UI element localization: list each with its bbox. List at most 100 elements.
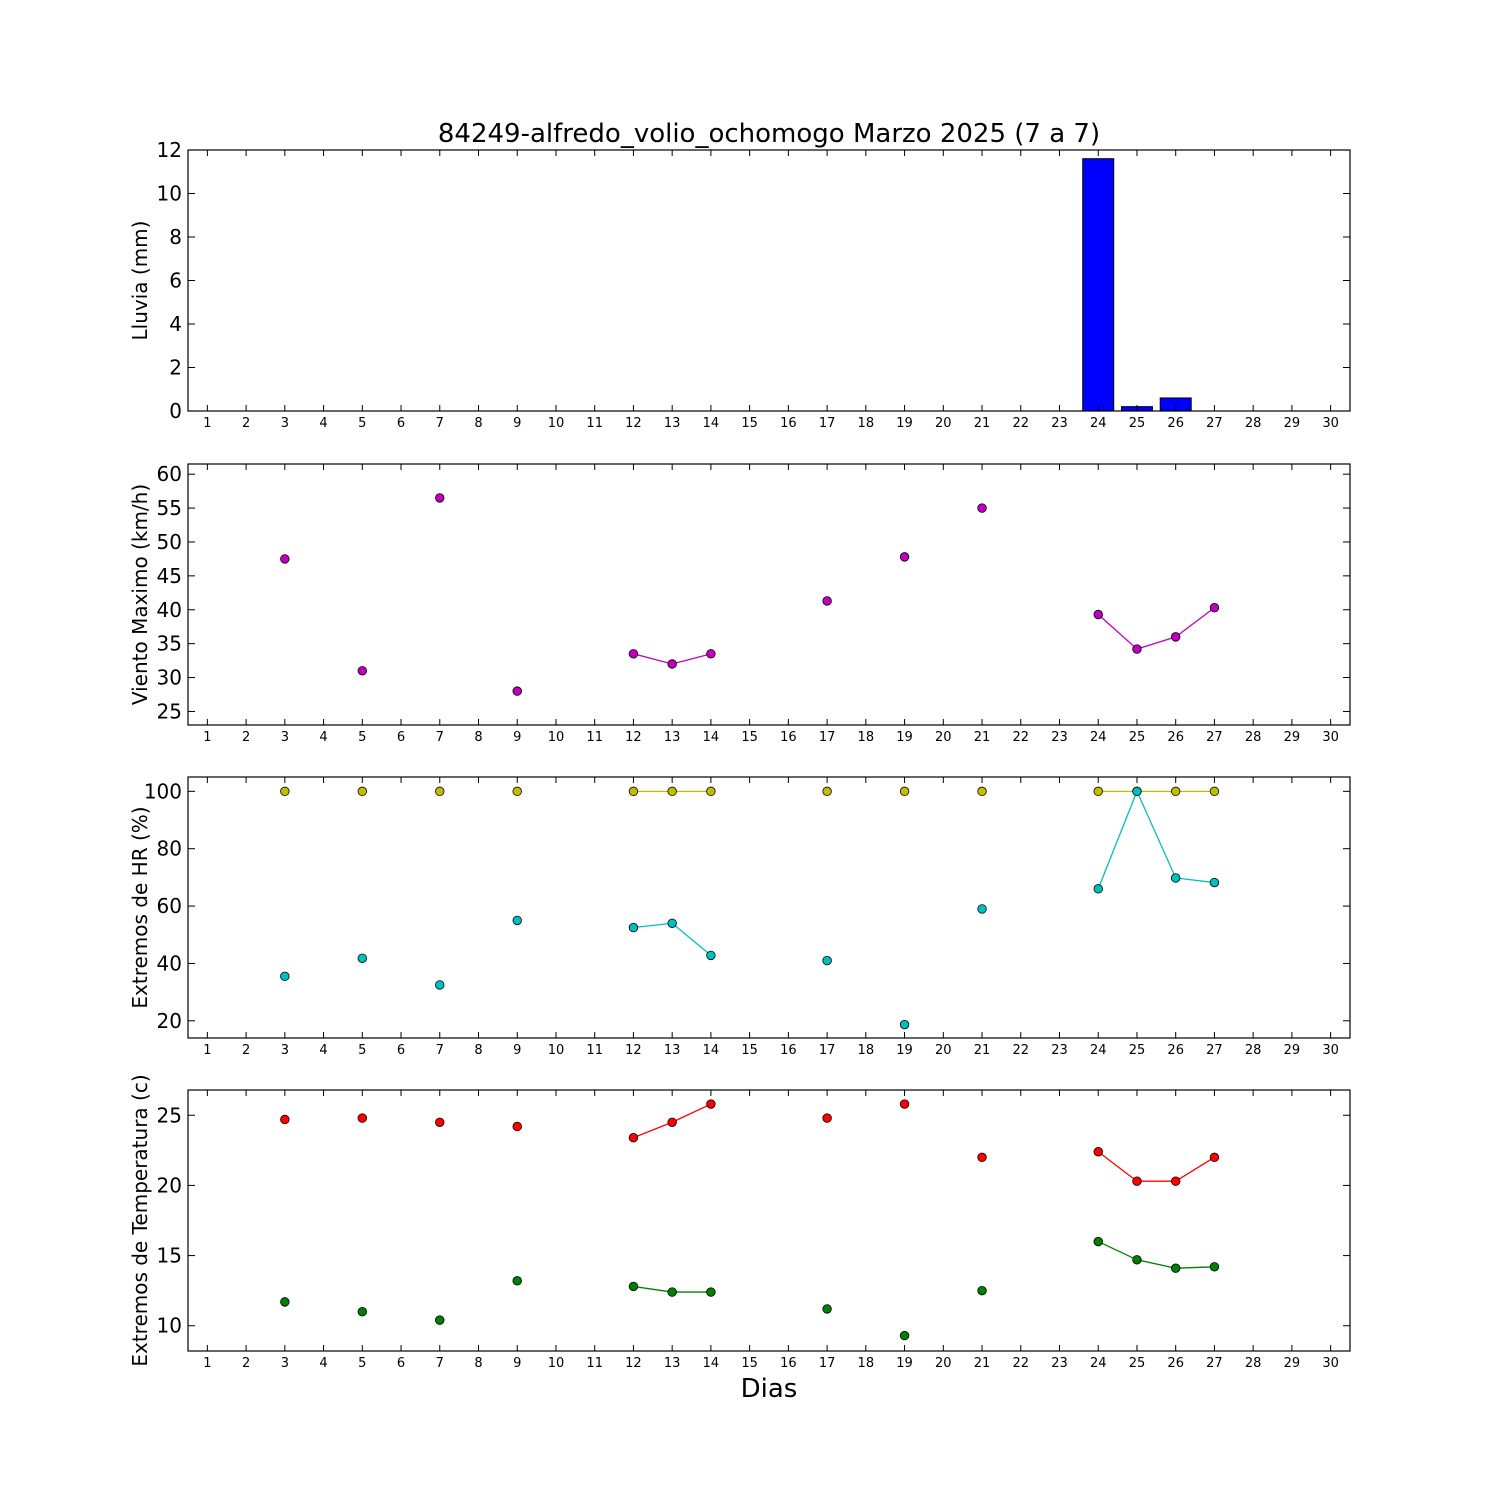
- panel-3-ytick-label-60: 60: [157, 894, 182, 918]
- panel-3-xtick-label-5: 5: [358, 1043, 366, 1058]
- panel-2-ytick-label-25: 25: [157, 699, 182, 723]
- panel-2-series-1-point-day-27: [1209, 603, 1220, 613]
- panel-2-xtick-label-10: 10: [548, 730, 565, 745]
- panel-4-xtick-label-14: 14: [703, 1356, 720, 1371]
- panel-3-ytick-label-100: 100: [144, 779, 182, 803]
- panel-4-series-2-point-day-24: [1093, 1236, 1103, 1247]
- panel-2-xtick-label-8: 8: [474, 730, 482, 745]
- panel-1-xtick-label-5: 5: [358, 416, 366, 431]
- panel-1-xtick-label-2: 2: [242, 416, 250, 431]
- panel-4-xtick-label-5: 5: [358, 1356, 366, 1371]
- panel-4-series-1-point-day-17: [822, 1113, 832, 1123]
- panel-4-series-2-point-day-19: [899, 1330, 910, 1341]
- panel-4-xtick-label-8: 8: [474, 1356, 482, 1371]
- panel-1-ytick-label-10: 10: [157, 182, 182, 206]
- panel-3-xtick-label-10: 10: [548, 1043, 565, 1058]
- panel-1-xtick-label-16: 16: [780, 416, 797, 431]
- panel-4-series-2: [280, 1236, 1220, 1341]
- panel-3-xtick-label-6: 6: [397, 1043, 405, 1058]
- panel-2-xtick-label-30: 30: [1322, 730, 1339, 745]
- panel-4-frame: [187, 1089, 1351, 1352]
- panel-4-xtick-label-29: 29: [1284, 1356, 1301, 1371]
- panel-1-xtick-label-19: 19: [896, 416, 913, 431]
- panel-4-xtick-label-10: 10: [548, 1356, 565, 1371]
- panel-2-series-1-point-day-13: [667, 659, 677, 669]
- panel-3-xtick-label-22: 22: [1012, 1043, 1029, 1058]
- panel-1-xtick-label-14: 14: [703, 416, 720, 431]
- panel-3-frame: [187, 776, 1351, 1039]
- panel-2-xtick-label-9: 9: [513, 730, 521, 745]
- panel-2-series-1-point-day-24: [1093, 609, 1103, 620]
- panel-4-xtick-label-15: 15: [741, 1356, 758, 1371]
- panel-3-xtick-label-21: 21: [974, 1043, 991, 1058]
- panel-4-series-1: [280, 1099, 1220, 1186]
- panel-2-series-1-point-day-3: [280, 554, 290, 564]
- panel-3-xtick-label-11: 11: [586, 1043, 603, 1058]
- panel-3-xtick-label-23: 23: [1051, 1043, 1068, 1058]
- panel-4-xtick-label-11: 11: [586, 1356, 603, 1371]
- panel-3-xtick-label-3: 3: [281, 1043, 289, 1058]
- panel-2-xtick-label-23: 23: [1051, 730, 1068, 745]
- panel-4-series-2-point-day-12: [628, 1281, 639, 1292]
- panel-3-xtick-label-20: 20: [935, 1043, 952, 1058]
- panel-4-series-1-point-day-13: [667, 1117, 677, 1127]
- panel-4-series-2-point-day-26: [1170, 1263, 1181, 1273]
- panel-4-series-2-point-day-5: [357, 1307, 368, 1317]
- panel-4-series-2-point-day-7: [435, 1315, 445, 1325]
- panel-3-series-1-point-day-27: [1209, 786, 1220, 797]
- panel-1-xtick-label-30: 30: [1322, 416, 1339, 431]
- panel-2-xtick-label-27: 27: [1206, 730, 1223, 745]
- panel-3-ytick-label-40: 40: [157, 951, 182, 975]
- panel-3-series-1-point-day-26: [1170, 786, 1181, 797]
- panel-3-xtick-label-30: 30: [1322, 1043, 1339, 1058]
- panel-3-series-1-point-day-21: [977, 786, 987, 797]
- panel-4-series-2-point-day-21: [977, 1285, 987, 1296]
- panel-4-series-2-point-day-14: [706, 1287, 716, 1297]
- panel-3-series-2-line-segment: [1097, 789, 1215, 890]
- panel-4-series-2-line-segment: [1097, 1240, 1215, 1269]
- panel-2-ytick-label-60: 60: [157, 462, 182, 486]
- panel-2-series-1-point-day-12: [628, 649, 639, 659]
- panel-3-series-1-point-day-13: [667, 786, 677, 797]
- panel-1-xtick-label-23: 23: [1051, 416, 1068, 431]
- panel-4-xtick-label-18: 18: [858, 1356, 875, 1371]
- panel-3-series-2-point-day-13: [667, 918, 677, 928]
- panel-2-series-1-point-day-7: [435, 493, 445, 503]
- panel-4-xtick-label-22: 22: [1012, 1356, 1029, 1371]
- panel-4-series-1-point-day-12: [628, 1133, 639, 1143]
- panel-1-xtick-label-28: 28: [1245, 416, 1262, 431]
- panel-4-xtick-label-19: 19: [896, 1356, 913, 1371]
- panel-2-xtick-label-26: 26: [1167, 730, 1184, 745]
- panel-4-xtick-label-9: 9: [513, 1356, 521, 1371]
- panel-3-series-2-point-day-21: [977, 904, 987, 914]
- panel-1-xtick-label-22: 22: [1012, 416, 1029, 431]
- panel-2-xtick-label-24: 24: [1090, 730, 1107, 745]
- panel-3-series-2-point-day-19: [899, 1019, 910, 1030]
- panel-4-series-2-point-day-9: [512, 1276, 522, 1286]
- panel-3-series-2-point-day-12: [628, 922, 639, 933]
- panel-2-xtick-label-12: 12: [625, 730, 642, 745]
- panel-3-xtick-label-4: 4: [319, 1043, 327, 1058]
- panel-4-xtick-label-16: 16: [780, 1356, 797, 1371]
- panel-2-series-1-point-day-26: [1170, 632, 1181, 642]
- panel-1-xtick-label-6: 6: [397, 416, 405, 431]
- panel-2-xtick-label-2: 2: [242, 730, 250, 745]
- panel-2-xtick-label-4: 4: [319, 730, 327, 745]
- panel-2-ytick-label-30: 30: [157, 666, 182, 690]
- panel-4-ytick-label-25: 25: [157, 1103, 182, 1127]
- panel-4-xtick-label-23: 23: [1051, 1356, 1068, 1371]
- panel-1-xtick-label-18: 18: [858, 416, 875, 431]
- panel-1-y-axis-label-lluvia-mm: Lluvia (mm): [128, 221, 152, 341]
- panel-4-xtick-label-1: 1: [203, 1356, 211, 1371]
- panel-3-series-1-point-day-7: [435, 786, 445, 797]
- panel-1-xtick-label-15: 15: [741, 416, 758, 431]
- panel-4-series-1-point-day-21: [977, 1152, 987, 1163]
- panel-4-ytick-label-10: 10: [157, 1314, 182, 1338]
- panel-2-xtick-label-6: 6: [397, 730, 405, 745]
- panel-2-series-1-point-day-17: [822, 596, 832, 606]
- panel-3-series-1-point-day-5: [357, 786, 368, 797]
- panel-2-series-1-point-day-19: [899, 552, 910, 562]
- panel-1-ytick-label-8: 8: [169, 225, 182, 249]
- panel-2-ytick-label-55: 55: [157, 496, 182, 520]
